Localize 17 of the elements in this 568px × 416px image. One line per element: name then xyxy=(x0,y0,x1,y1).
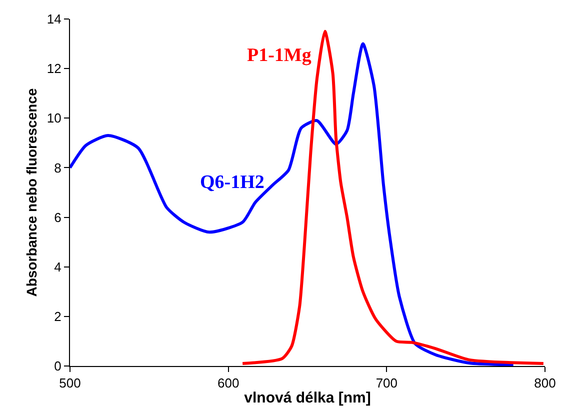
y-tick-label: 0 xyxy=(54,358,62,374)
y-tick-label: 8 xyxy=(54,160,62,176)
line-series xyxy=(70,42,515,366)
series-label: P1-1Mg xyxy=(247,45,312,66)
y-tick-label: 10 xyxy=(46,110,62,126)
x-tick-label: 700 xyxy=(376,376,398,391)
x-tick-label: 600 xyxy=(217,376,240,391)
series-label: Q6-1H2 xyxy=(200,172,264,193)
y-tick-label: 2 xyxy=(54,308,62,324)
y-axis-title: Absorbance nebo fluorescence xyxy=(24,88,40,297)
x-axis-title: vlnová délka [nm] xyxy=(244,390,371,407)
x-tick-label: 800 xyxy=(534,376,556,391)
y-tick-label: 12 xyxy=(46,61,62,76)
y-tick-label: 4 xyxy=(54,259,62,274)
x-tick-label: 500 xyxy=(59,376,81,391)
y-tick-label: 6 xyxy=(54,210,62,225)
y-tick-label: 14 xyxy=(46,12,62,27)
